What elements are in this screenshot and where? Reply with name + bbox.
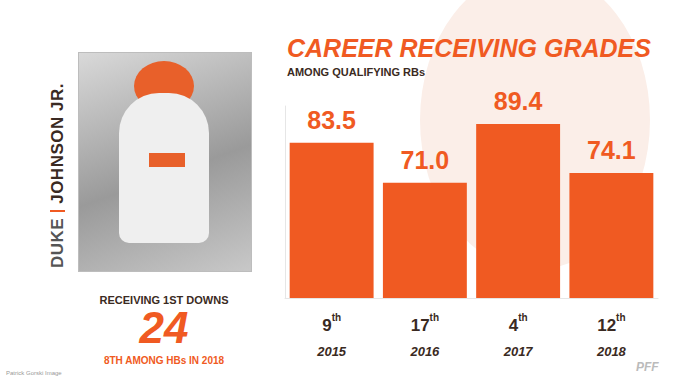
html-text:DUKE: DUKE — [48, 217, 67, 268]
svg-text:2015: 2015 — [316, 344, 347, 359]
svg-text:9: 9 — [322, 316, 331, 335]
svg-text:2018: 2018 — [596, 344, 627, 359]
svg-text:th: th — [430, 312, 439, 323]
svg-text:2016: 2016 — [409, 344, 440, 359]
html-text:Patrick Gorski Image: Patrick Gorski Image — [6, 370, 62, 376]
html-text:24: 24 — [139, 303, 189, 352]
svg-text:AMONG QUALIFYING RBs: AMONG QUALIFYING RBs — [287, 66, 425, 78]
svg-text:4: 4 — [508, 315, 519, 335]
svg-text:th: th — [616, 312, 625, 323]
svg-text:71.0: 71.0 — [401, 146, 450, 174]
svg-text:89.4: 89.4 — [494, 87, 543, 115]
svg-text:83.5: 83.5 — [307, 106, 356, 134]
html-text:PFF: PFF — [636, 360, 659, 374]
html-text:JOHNSON JR.: JOHNSON JR. — [48, 83, 67, 204]
svg-text:17: 17 — [411, 316, 430, 335]
svg-text:2017: 2017 — [503, 344, 534, 359]
html-text:8TH AMONG HBs IN 2018: 8TH AMONG HBs IN 2018 — [103, 355, 225, 366]
svg-text:th: th — [332, 312, 341, 323]
svg-text:th: th — [518, 312, 527, 323]
svg-text:74.1: 74.1 — [587, 136, 636, 164]
html-text:RECEIVING 1ST DOWNS: RECEIVING 1ST DOWNS — [99, 294, 229, 306]
svg-text:12: 12 — [597, 316, 616, 335]
svg-text:CAREER RECEIVING GRADES: CAREER RECEIVING GRADES — [287, 34, 651, 62]
